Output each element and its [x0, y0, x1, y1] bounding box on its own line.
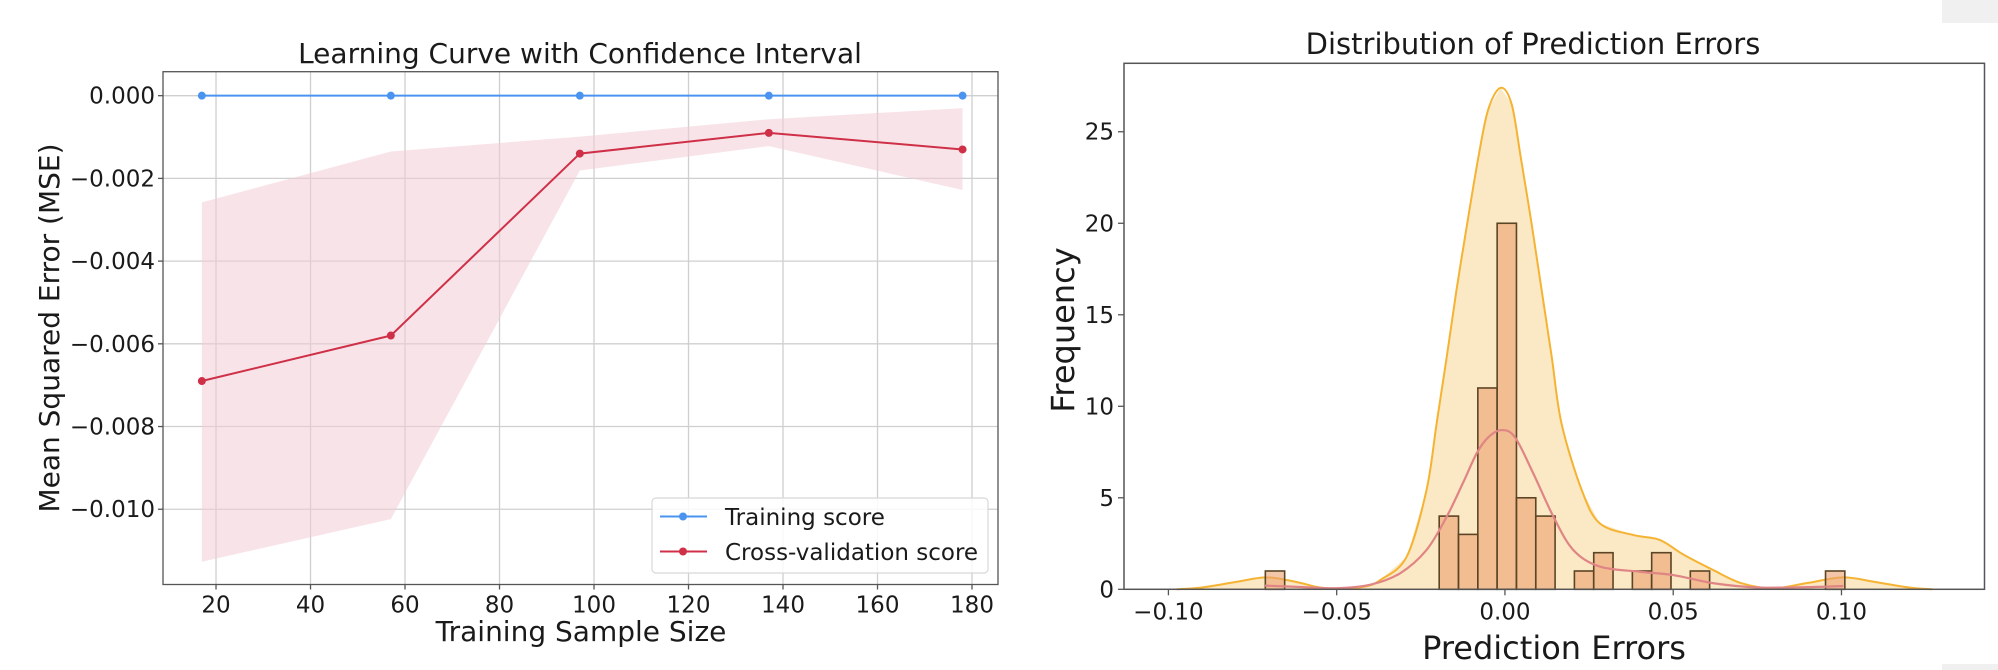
x-tick-label: 180	[950, 593, 994, 619]
cv-confidence-band	[201, 108, 963, 562]
y-tick-label: 10	[1085, 394, 1114, 420]
x-tick-label: 140	[761, 593, 805, 619]
axes-frame	[162, 71, 999, 586]
axes	[1123, 62, 1986, 591]
y-tick-label: 0	[1099, 577, 1114, 603]
confidence-band	[201, 108, 963, 562]
error-distribution-chart: Distribution of Prediction Errors −0.10−…	[1044, 27, 1986, 667]
histogram-bar	[1592, 551, 1614, 591]
x-tick-label: 60	[390, 593, 419, 619]
learning-curve-chart: Learning Curve with Confidence Interval …	[33, 37, 999, 648]
data-point-cv	[958, 145, 967, 154]
chart-title: Distribution of Prediction Errors	[1306, 27, 1761, 61]
corner-box-bottom	[1942, 664, 1998, 670]
kde-fill-area	[1176, 86, 1933, 591]
x-tick-label: 120	[667, 593, 711, 619]
data-point-training	[575, 91, 584, 100]
y-tick-label: −0.008	[70, 415, 155, 441]
x-ticks: 20 40 60 80 100 120 140 160 180	[201, 584, 994, 619]
y-tick-label: 5	[1099, 486, 1114, 512]
data-point-cv	[386, 331, 395, 340]
x-tick-label: 40	[296, 593, 325, 619]
histogram-bars	[1264, 222, 1846, 591]
histogram-bar	[1631, 570, 1653, 591]
y-tick-label: 25	[1085, 120, 1114, 146]
data-point-training	[764, 91, 773, 100]
x-tick-label: −0.05	[1301, 599, 1371, 625]
y-ticks: 0 5 10 15 20 25	[1085, 120, 1124, 603]
x-tick-label: 0.10	[1816, 599, 1867, 625]
legend-label-cv: Cross-validation score	[725, 540, 978, 566]
legend-box	[651, 497, 989, 574]
kde-line	[1264, 428, 1844, 590]
data-point-cv	[575, 149, 584, 158]
x-tick-label: 100	[572, 593, 616, 619]
x-tick-label: 0.05	[1648, 599, 1699, 625]
data-point-cv	[197, 377, 206, 386]
y-tick-label: −0.006	[70, 332, 155, 358]
y-tick-label: −0.004	[70, 249, 155, 275]
x-tick-label: 80	[485, 593, 514, 619]
x-tick-label: 20	[201, 593, 230, 619]
data-point-cv	[764, 128, 773, 137]
y-tick-label: 15	[1085, 303, 1114, 329]
x-axis-label: Training Sample Size	[435, 615, 727, 648]
x-tick-label: 160	[856, 593, 900, 619]
legend-marker-cv	[679, 547, 687, 556]
axes	[162, 71, 999, 586]
y-axis-label: Mean Squared Error (MSE)	[33, 143, 66, 512]
x-axis-label: Prediction Errors	[1422, 629, 1686, 667]
kde-fill-polygon	[1176, 87, 1933, 590]
x-tick-label: −0.10	[1133, 599, 1203, 625]
data-point-training	[958, 91, 967, 100]
corner-box-top	[1942, 0, 1998, 23]
histogram-bar	[1457, 533, 1479, 591]
y-tick-label: 20	[1085, 211, 1114, 237]
kde-curve	[1264, 428, 1844, 590]
y-tick-label: 0.000	[89, 84, 155, 110]
series-lines	[197, 91, 967, 386]
legend-label-training: Training score	[724, 505, 885, 531]
chart-title: Learning Curve with Confidence Interval	[298, 37, 862, 70]
axes-frame	[1123, 62, 1986, 591]
histogram-bar	[1515, 496, 1537, 591]
histogram-bar	[1534, 515, 1556, 591]
x-ticks: −0.10 −0.05 0.00 0.05 0.10	[1133, 589, 1867, 625]
x-tick-label: 0.00	[1479, 599, 1530, 625]
histogram-bar	[1496, 222, 1518, 591]
histogram-bar	[1650, 551, 1672, 591]
legend-marker-training	[679, 512, 687, 521]
y-ticks: 0.000 −0.002 −0.004 −0.006 −0.008 −0.010	[70, 84, 163, 523]
y-tick-label: −0.002	[70, 166, 155, 192]
y-axis-label: Frequency	[1044, 247, 1082, 412]
y-tick-label: −0.010	[70, 497, 155, 523]
data-point-training	[386, 91, 395, 100]
histogram-bar	[1573, 570, 1595, 591]
histogram-bar	[1477, 387, 1498, 591]
legend: Training score Cross-validation score	[651, 497, 989, 574]
data-point-training	[197, 91, 206, 100]
